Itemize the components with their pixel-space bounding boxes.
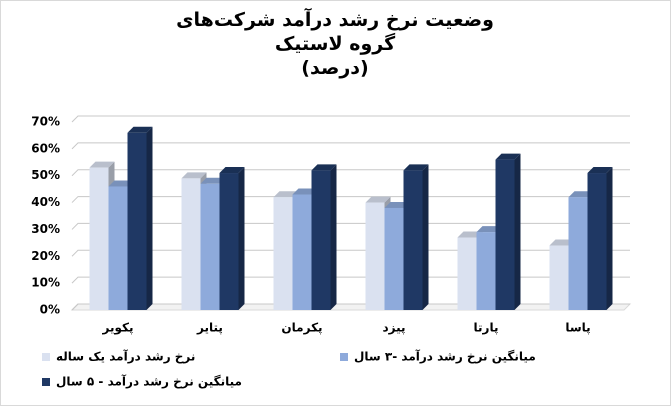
grid-line [71, 169, 630, 177]
grid-line [71, 142, 630, 150]
chart-subtitle: (درصد) [301, 57, 369, 79]
bar-top [292, 188, 318, 195]
y-tick-label: 30% [31, 222, 60, 236]
bar-side [238, 167, 245, 310]
bar [457, 237, 477, 310]
bar [568, 197, 588, 310]
y-tick-label: 20% [31, 249, 60, 263]
y-tick-label: 70% [31, 115, 60, 129]
bar-top [587, 167, 613, 174]
bar-top [89, 161, 115, 168]
bar [311, 170, 331, 310]
bar-top [365, 196, 391, 203]
bar-top [273, 191, 299, 198]
bar [495, 159, 515, 310]
bar [181, 178, 201, 310]
bar-top [549, 239, 575, 246]
legend-label: میانگین نرخ رشد درآمد -۳ سال [354, 349, 536, 364]
bar [108, 186, 128, 310]
legend-swatch [340, 353, 348, 361]
bar [384, 207, 404, 310]
y-tick-label: 60% [31, 141, 60, 155]
bar-top [403, 164, 429, 171]
bar [549, 245, 569, 310]
bar-side [514, 153, 521, 310]
chart-title: وضعیت نرخ رشد درآمد شرکت‌های گروه لاستیک [176, 9, 494, 55]
bar [365, 202, 385, 310]
bar [403, 170, 423, 310]
legend-swatch [42, 353, 50, 361]
bar-top [200, 177, 226, 184]
bar-top [495, 153, 521, 160]
legend-swatch [42, 378, 50, 386]
y-tick-label: 50% [31, 168, 60, 182]
bar-top [568, 191, 594, 198]
legend-label: نرخ رشد درآمد یک ساله [56, 349, 195, 364]
y-tick-label: 10% [31, 276, 60, 290]
title-block: وضعیت نرخ رشد درآمد شرکت‌های گروه لاستیک… [170, 8, 500, 80]
grid-line [71, 196, 630, 203]
bar-top [457, 231, 483, 238]
bar-top [219, 167, 245, 174]
legend-label: میانگین نرخ رشد درآمد - ۵ سال [56, 374, 242, 389]
bar-top [384, 201, 410, 208]
bar-side [146, 126, 153, 310]
plot-floor [70, 303, 632, 311]
grid-line [71, 303, 630, 311]
bar-top [181, 172, 207, 179]
bar [89, 167, 109, 310]
bar-top [476, 226, 502, 233]
bar [476, 232, 496, 310]
grid-line [71, 276, 630, 284]
grid-line [71, 249, 630, 257]
grid-line [71, 222, 630, 230]
y-tick-label: 40% [31, 195, 60, 209]
bar-side [330, 164, 337, 310]
bar [587, 173, 607, 310]
bar-top [127, 126, 153, 133]
x-tick-label: پکرمان [281, 321, 322, 335]
grid-line [71, 115, 630, 123]
bar [273, 197, 293, 310]
bar [219, 173, 239, 310]
bar-side [606, 167, 613, 310]
x-tick-label: پتایر [196, 321, 223, 335]
x-tick-label: پکویر [102, 321, 134, 336]
x-tick-label: پاسا [565, 321, 590, 335]
bar-top [108, 180, 134, 187]
y-tick-label: 0% [40, 303, 60, 317]
bar-side [422, 164, 429, 310]
bar-top [311, 164, 337, 171]
bar [127, 132, 147, 310]
bar [200, 183, 220, 310]
bar [292, 194, 312, 310]
x-tick-label: پارتا [474, 321, 499, 335]
x-tick-label: پیزد [382, 321, 405, 335]
